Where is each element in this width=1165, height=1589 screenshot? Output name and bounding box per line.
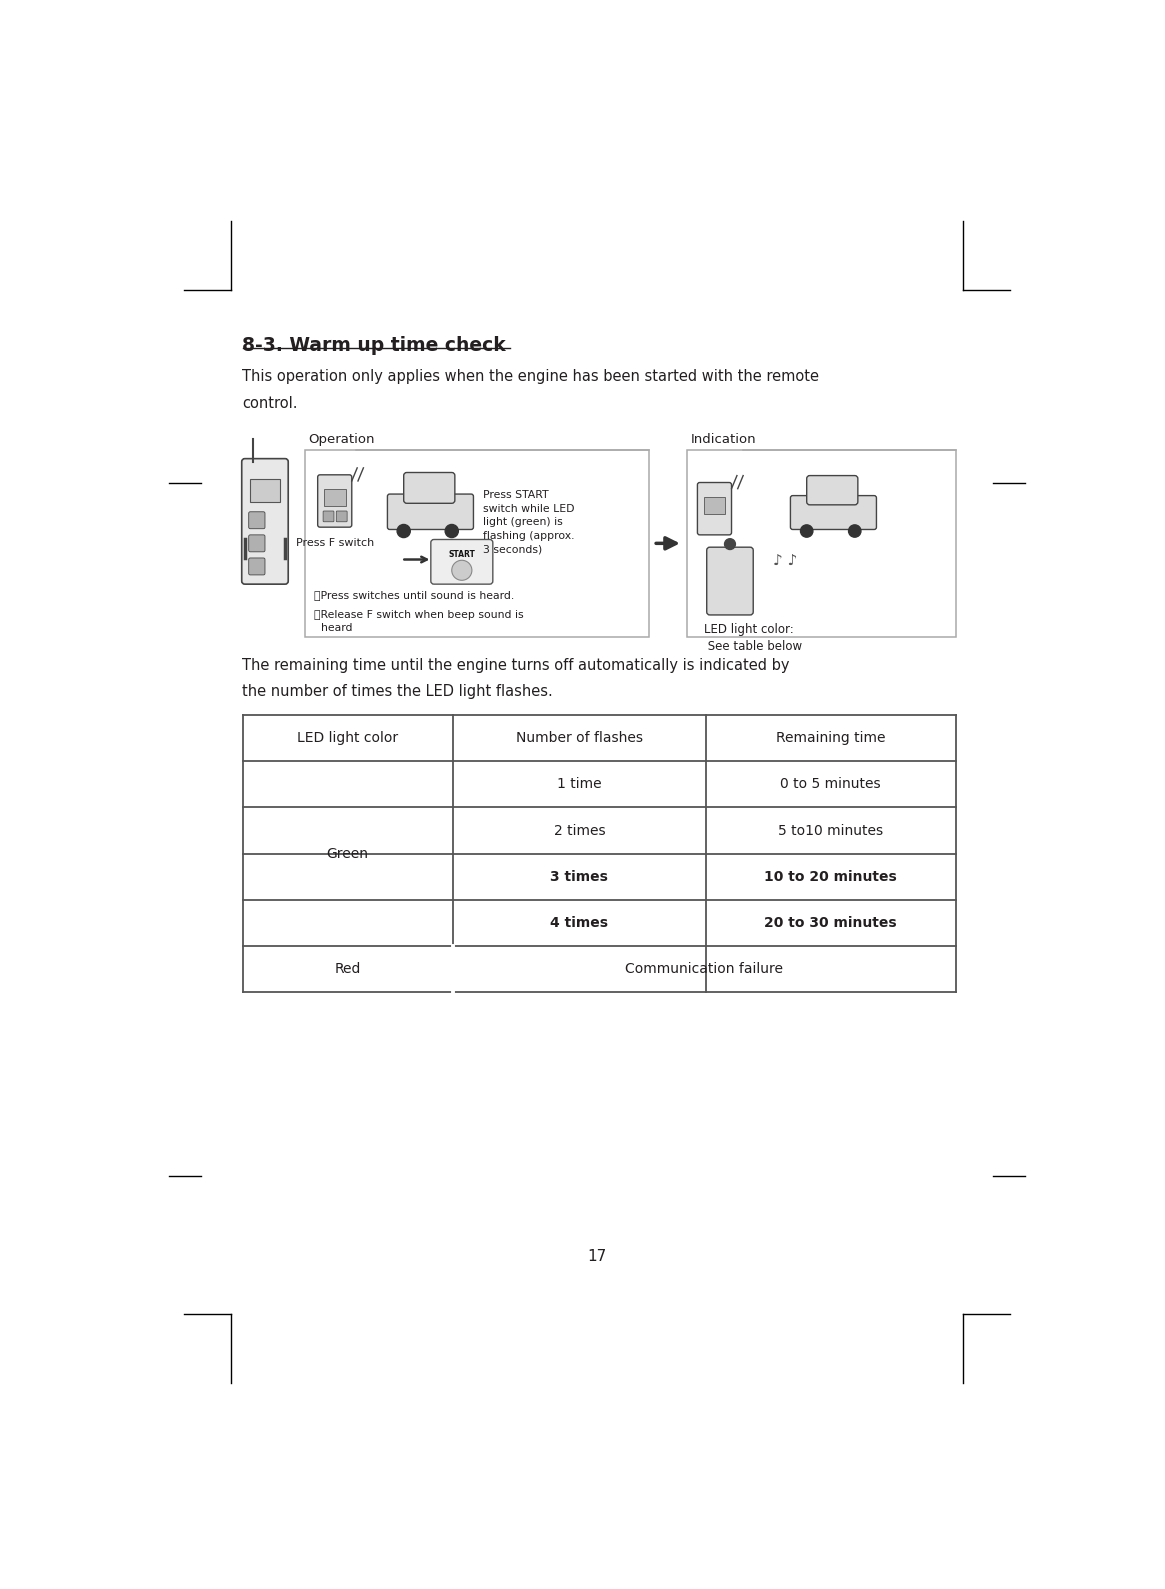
Text: The remaining time until the engine turns off automatically is indicated by: The remaining time until the engine turn… <box>242 658 790 674</box>
Text: LED light color:
 See table below: LED light color: See table below <box>704 623 802 653</box>
Circle shape <box>397 524 410 537</box>
FancyBboxPatch shape <box>431 540 493 585</box>
Text: 8-3. Warm up time check: 8-3. Warm up time check <box>242 337 507 356</box>
FancyBboxPatch shape <box>248 512 264 529</box>
FancyBboxPatch shape <box>250 478 280 502</box>
Text: Number of flashes: Number of flashes <box>516 731 643 745</box>
FancyBboxPatch shape <box>337 512 347 521</box>
Text: ・Press switches until sound is heard.: ・Press switches until sound is heard. <box>313 590 514 601</box>
Bar <box>242 715 955 992</box>
Text: This operation only applies when the engine has been started with the remote: This operation only applies when the eng… <box>242 369 819 383</box>
Text: LED light color: LED light color <box>297 731 398 745</box>
FancyBboxPatch shape <box>698 483 732 535</box>
Text: Press F switch: Press F switch <box>296 539 374 548</box>
Circle shape <box>800 524 813 537</box>
FancyBboxPatch shape <box>704 497 726 515</box>
Text: control.: control. <box>242 396 298 412</box>
Text: Red: Red <box>334 963 361 976</box>
Text: 20 to 30 minutes: 20 to 30 minutes <box>764 915 897 930</box>
Text: 3 times: 3 times <box>550 869 608 883</box>
Text: 10 to 20 minutes: 10 to 20 minutes <box>764 869 897 883</box>
FancyBboxPatch shape <box>323 512 334 521</box>
Circle shape <box>725 539 735 550</box>
Text: 5 to10 minutes: 5 to10 minutes <box>778 823 883 837</box>
Text: Green: Green <box>326 847 368 861</box>
FancyBboxPatch shape <box>324 489 346 507</box>
Text: ♪ ♪: ♪ ♪ <box>774 553 798 569</box>
Text: the number of times the LED light flashes.: the number of times the LED light flashe… <box>242 685 553 699</box>
Text: 2 times: 2 times <box>553 823 605 837</box>
Text: Communication failure: Communication failure <box>626 963 783 976</box>
FancyBboxPatch shape <box>388 494 473 529</box>
FancyBboxPatch shape <box>248 535 264 551</box>
Circle shape <box>452 561 472 580</box>
FancyBboxPatch shape <box>304 450 649 637</box>
Text: 4 times: 4 times <box>550 915 608 930</box>
Text: START: START <box>449 550 475 559</box>
Circle shape <box>848 524 861 537</box>
Text: Press START
switch while LED
light (green) is
flashing (approx.
3 seconds): Press START switch while LED light (gree… <box>482 491 574 555</box>
FancyBboxPatch shape <box>241 459 288 585</box>
Text: Remaining time: Remaining time <box>776 731 885 745</box>
Circle shape <box>445 524 458 537</box>
FancyBboxPatch shape <box>707 547 754 615</box>
Text: 17: 17 <box>587 1249 607 1263</box>
Text: ・Release F switch when beep sound is
  heard: ・Release F switch when beep sound is hea… <box>313 610 523 632</box>
Text: 1 time: 1 time <box>557 777 601 791</box>
FancyBboxPatch shape <box>790 496 876 529</box>
FancyBboxPatch shape <box>686 450 955 637</box>
FancyBboxPatch shape <box>404 472 454 504</box>
FancyBboxPatch shape <box>248 558 264 575</box>
Text: 0 to 5 minutes: 0 to 5 minutes <box>781 777 881 791</box>
Text: Indication: Indication <box>691 432 756 445</box>
FancyBboxPatch shape <box>806 475 857 505</box>
FancyBboxPatch shape <box>318 475 352 528</box>
Text: Operation: Operation <box>309 432 375 445</box>
